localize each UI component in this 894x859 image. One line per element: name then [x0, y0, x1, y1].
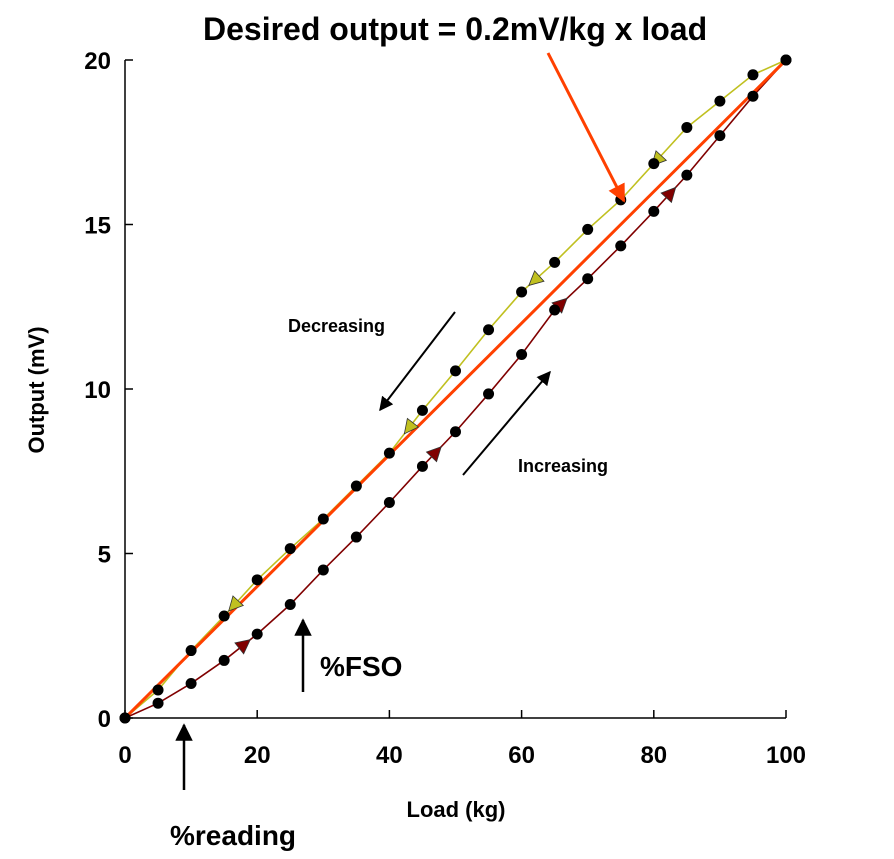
data-point-increasing [450, 426, 461, 438]
data-point-increasing [350, 531, 362, 543]
data-point-decreasing [317, 513, 329, 525]
data-point-decreasing [450, 365, 461, 377]
data-point-increasing [483, 388, 495, 400]
decreasing-arrow [379, 311, 456, 412]
data-point-increasing [516, 348, 528, 360]
x-tick-label: 80 [640, 742, 667, 769]
data-point-increasing [582, 273, 594, 285]
data-point-increasing [549, 304, 561, 316]
data-point-decreasing [350, 480, 362, 492]
data-point-decreasing [284, 543, 296, 555]
data-point-increasing [119, 712, 131, 724]
data-point-decreasing [218, 610, 230, 622]
increasing-arrow [462, 370, 551, 476]
y-ticks: 0 5 10 15 20 [84, 48, 133, 733]
data-point-decreasing [383, 447, 395, 459]
data-point-increasing [648, 205, 660, 217]
decreasing-label: Decreasing [288, 316, 385, 336]
data-point-increasing [780, 54, 792, 66]
reading-label: %reading [170, 820, 296, 851]
x-tick-label: 40 [376, 742, 403, 769]
chart-title: Desired output = 0.2mV/kg x load [203, 11, 707, 47]
data-point-increasing [185, 677, 197, 689]
data-point-increasing [747, 90, 759, 102]
x-tick-label: 100 [766, 742, 806, 769]
direction-triangle-increasing [660, 186, 677, 204]
data-point-increasing [714, 130, 726, 142]
data-point-decreasing [648, 158, 660, 170]
data-point-decreasing [251, 574, 263, 586]
x-ticks: 0 20 40 60 80 100 [118, 710, 806, 769]
data-point-decreasing [516, 286, 528, 298]
data-point-increasing [681, 169, 693, 181]
data-points [119, 54, 792, 724]
data-point-decreasing [681, 121, 693, 133]
y-tick-label: 20 [84, 48, 111, 75]
data-point-increasing [218, 654, 230, 666]
data-point-decreasing [582, 223, 594, 235]
x-tick-label: 20 [244, 742, 271, 769]
direction-triangle-decreasing [528, 270, 545, 287]
data-point-decreasing [152, 684, 164, 696]
data-point-increasing [416, 460, 428, 472]
data-point-decreasing [549, 256, 561, 268]
direction-markers [228, 150, 677, 655]
direction-triangle-increasing [234, 639, 251, 655]
data-point-increasing [152, 697, 164, 709]
x-tick-label: 60 [508, 742, 535, 769]
y-tick-label: 10 [84, 377, 111, 404]
x-axis-title: Load (kg) [407, 797, 506, 822]
direction-triangle-decreasing [228, 595, 245, 612]
data-point-increasing [284, 598, 296, 610]
fso-label: %FSO [320, 651, 402, 682]
data-point-decreasing [483, 324, 495, 336]
y-tick-label: 15 [84, 213, 111, 240]
data-point-increasing [615, 240, 627, 252]
data-point-decreasing [185, 645, 197, 657]
data-point-decreasing [747, 69, 759, 81]
increasing-label: Increasing [518, 456, 608, 476]
title-arrow [546, 52, 626, 203]
data-point-increasing [383, 497, 395, 509]
data-point-decreasing [416, 404, 428, 416]
direction-triangle-decreasing [403, 417, 420, 435]
y-tick-label: 5 [98, 542, 111, 569]
x-tick-label: 0 [118, 742, 131, 769]
y-axis-title: Output (mV) [24, 326, 49, 453]
data-point-decreasing [714, 95, 726, 107]
direction-triangle-increasing [425, 446, 442, 463]
y-tick-label: 0 [98, 706, 111, 733]
data-point-increasing [317, 564, 329, 576]
data-point-increasing [251, 628, 263, 640]
